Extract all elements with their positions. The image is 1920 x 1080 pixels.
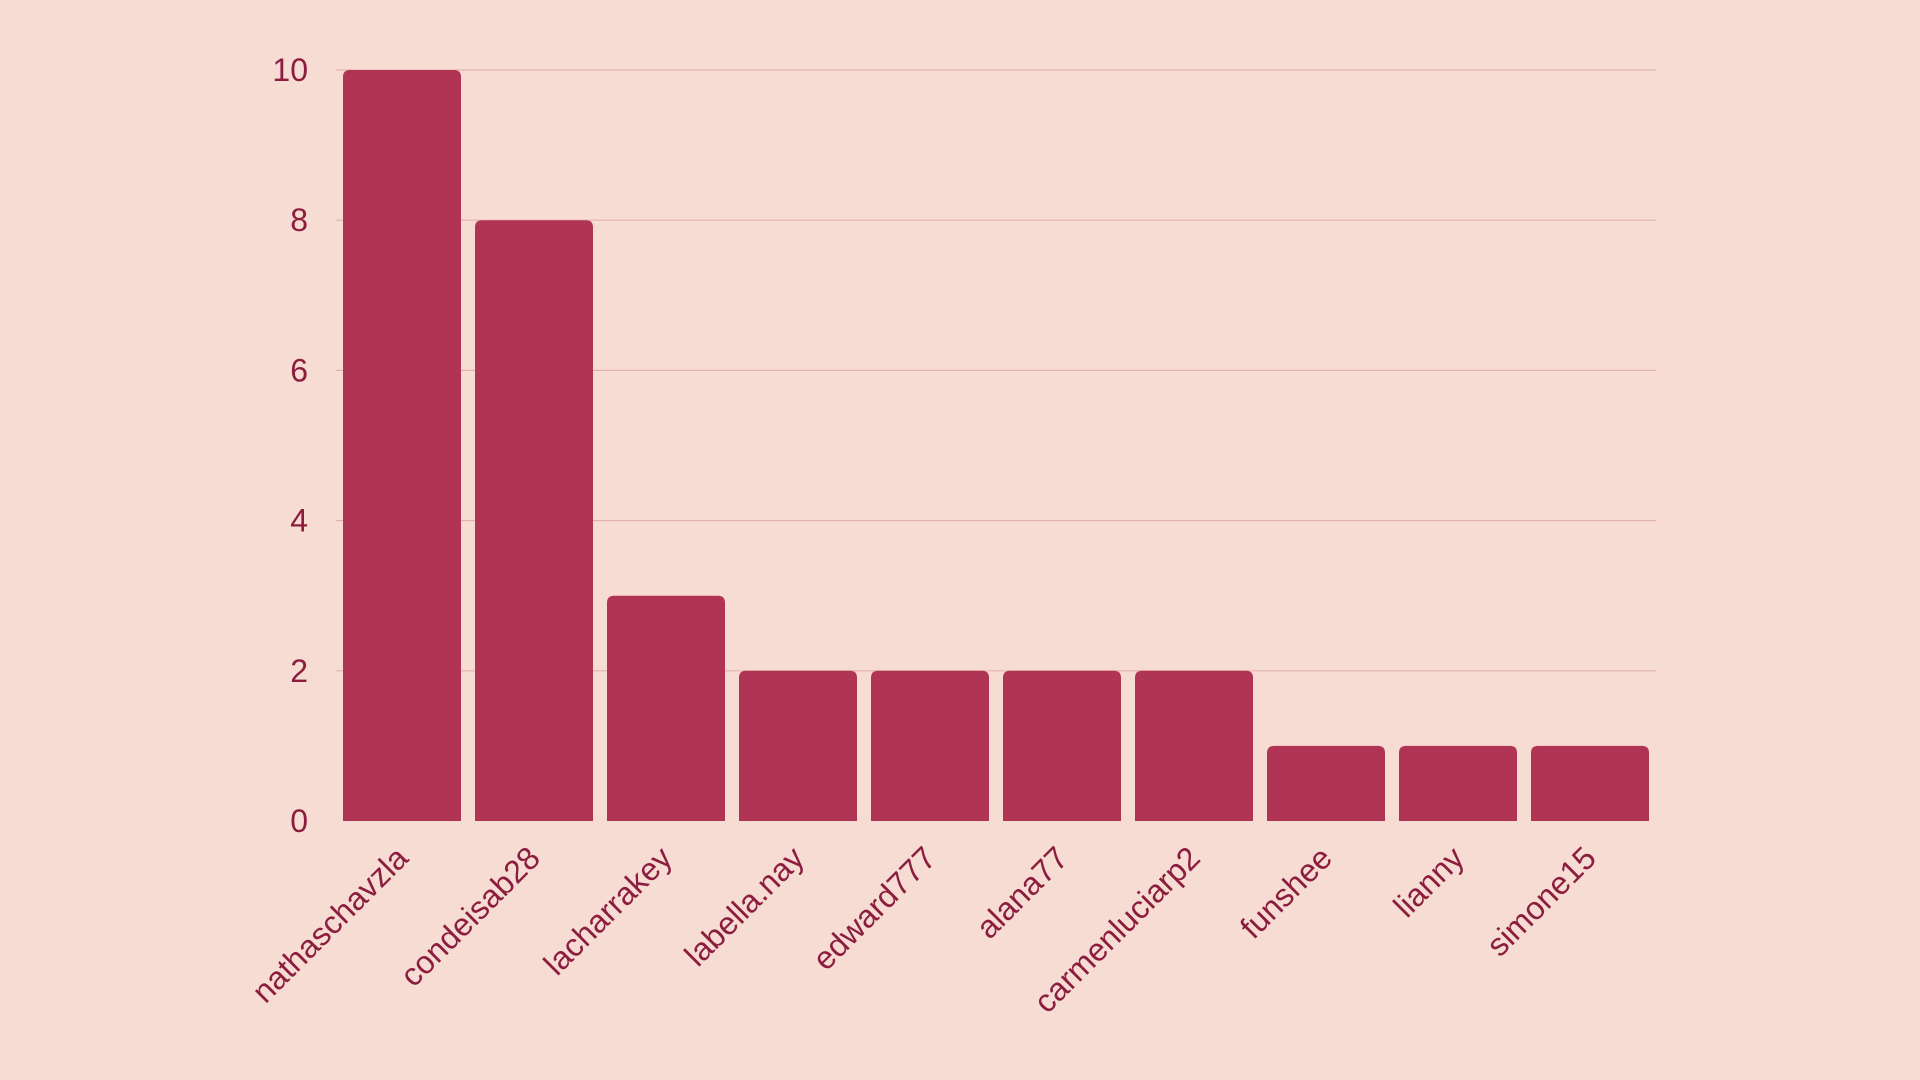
y-tick-label: 2 <box>290 653 308 689</box>
bar-funshee <box>1267 745 1385 821</box>
bar-lianny <box>1399 745 1517 821</box>
bar-edward777 <box>871 670 989 821</box>
bar-carmenluciarp2 <box>1135 670 1253 821</box>
bar-labella-nay <box>739 670 857 821</box>
y-axis-ticks: 0 2 4 6 8 10 <box>272 52 308 839</box>
y-tick-label: 0 <box>290 803 308 839</box>
y-tick-label: 8 <box>290 202 308 238</box>
bar-lacharrakey <box>607 595 725 821</box>
bar-condeisab28 <box>475 220 593 821</box>
y-tick-label: 4 <box>290 503 308 539</box>
y-tick-label: 6 <box>290 352 308 388</box>
bar-alana77 <box>1003 670 1121 821</box>
bar-simone15 <box>1531 745 1649 821</box>
bar-nathaschavzla <box>343 70 461 821</box>
bars <box>343 70 1649 821</box>
y-tick-label: 10 <box>272 52 308 88</box>
